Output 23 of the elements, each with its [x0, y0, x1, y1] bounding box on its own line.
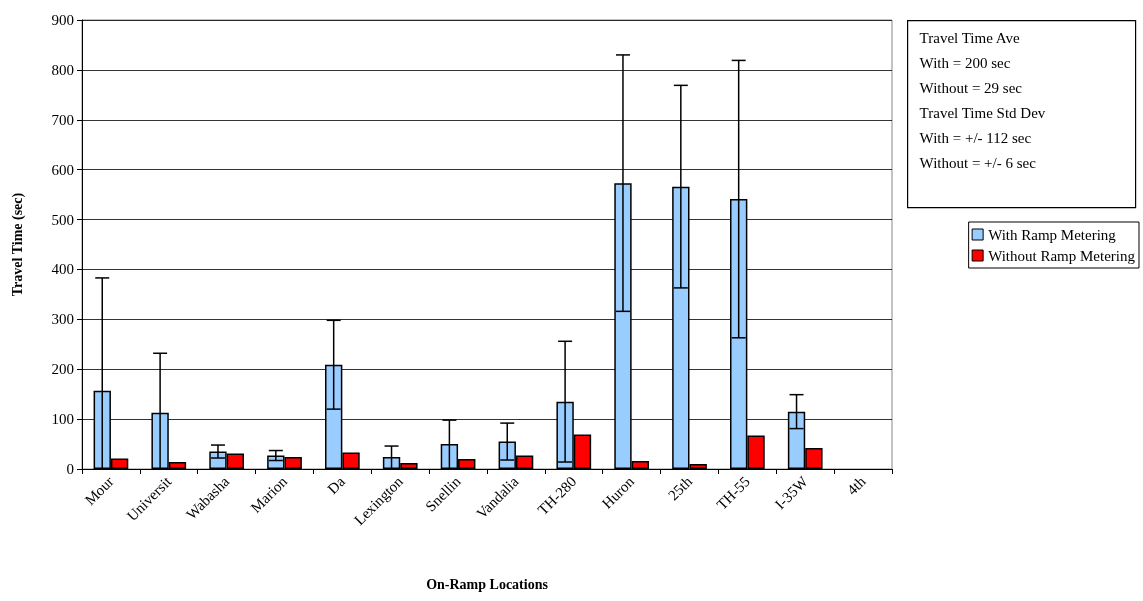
- text: With = +/- 112 sec: [919, 130, 1032, 147]
- text: Without = +/- 6 sec: [919, 155, 1037, 172]
- y-tick-label: 300: [51, 311, 74, 328]
- y-tick-label: 600: [51, 161, 74, 178]
- y-tick-label: 500: [51, 211, 74, 228]
- y-tick-label: 700: [51, 111, 74, 128]
- text: With = 200 sec: [919, 55, 1011, 72]
- y-axis-title: Travel Time (sec): [9, 192, 26, 297]
- text: Travel Time Ave: [919, 30, 1020, 47]
- y-tick-label: 400: [51, 261, 74, 278]
- x-tick-label: Da: [324, 473, 349, 498]
- y-tick-label: 900: [51, 12, 74, 28]
- y-tick-label: 0: [66, 461, 74, 477]
- text: Without = 29 sec: [919, 80, 1023, 97]
- x-tick-label: 25th: [665, 472, 696, 504]
- y-tick-label: 800: [51, 61, 74, 78]
- x-tick-label: 4th: [843, 472, 870, 499]
- text: Travel Time Std Dev: [919, 105, 1046, 122]
- x-axis-title: On-Ramp Locations: [426, 576, 549, 592]
- legend-label: With Ramp Metering: [988, 226, 1117, 243]
- legend-label: Without Ramp Metering: [988, 247, 1136, 264]
- y-tick-label: 200: [51, 361, 74, 378]
- y-tick-label: 100: [51, 411, 74, 428]
